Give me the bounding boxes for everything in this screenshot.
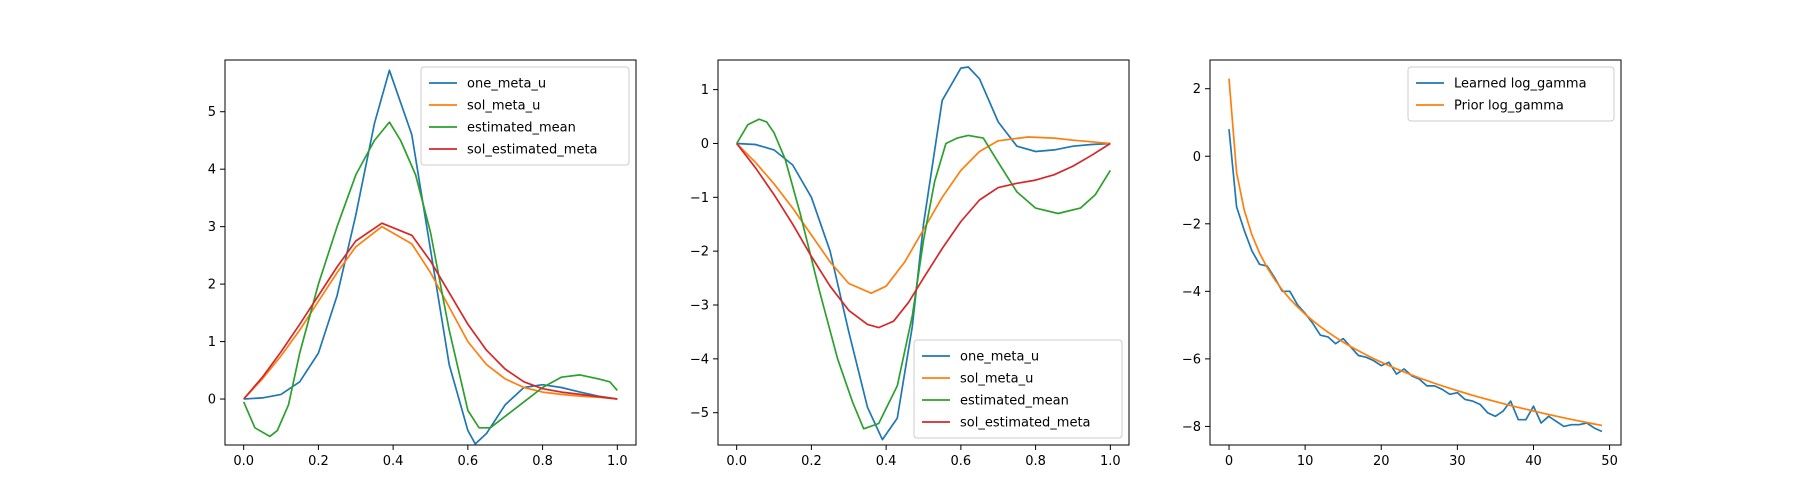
- legend-label: Prior log_gamma: [1454, 99, 1564, 114]
- x-tick-label: 0.8: [532, 454, 553, 469]
- legend-label: Learned log_gamma: [1454, 77, 1587, 92]
- x-tick-label: 30: [1449, 454, 1466, 469]
- series-line-sol-meta-u: [243, 225, 618, 400]
- series-line-prior-log-gamma: [1228, 78, 1603, 427]
- y-tick-label: −4: [690, 352, 709, 367]
- x-tick-label: 0.2: [801, 454, 822, 469]
- y-tick-label: −2: [690, 245, 709, 260]
- x-tick-label: 0.4: [383, 454, 404, 469]
- x-tick-label: 10: [1297, 454, 1314, 469]
- legend-label: sol_estimated_meta: [467, 143, 598, 158]
- series-line-learned-log-gamma: [1228, 129, 1603, 433]
- chart-3: 0 10 20 30 40 50 −8 −6 −4 −2 0 2 Learned log_gamma Pr…: [1182, 59, 1622, 469]
- series-line-sol-estimated-meta: [243, 222, 618, 400]
- y-tick-label: 0: [1193, 150, 1201, 165]
- series-line-estimated-mean: [242, 121, 618, 438]
- y-tick-label: 3: [208, 220, 216, 235]
- legend-label: one_meta_u: [960, 350, 1039, 365]
- y-tick-label: −6: [1182, 352, 1201, 367]
- axes-frame: [1209, 59, 1622, 446]
- legend: one_meta_u sol_meta_u estimated_mean sol_es…: [420, 66, 630, 166]
- legend-box: [1407, 66, 1615, 122]
- x-tick-label: 0.0: [233, 454, 254, 469]
- legend-box: [913, 339, 1123, 439]
- y-tick-label: 2: [208, 278, 216, 293]
- x-tick-label: 1.0: [1100, 454, 1121, 469]
- x-tick-label: 0: [1225, 454, 1233, 469]
- y-tick-label: −8: [1182, 420, 1201, 435]
- axes-frame: [717, 59, 1130, 446]
- y-tick-label: −5: [690, 406, 709, 421]
- x-tick-label: 1.0: [607, 454, 628, 469]
- y-tick-label: 1: [701, 83, 709, 98]
- y-tick-label: −3: [690, 299, 709, 314]
- series-line-one-meta-u: [243, 69, 618, 445]
- x-tick-label: 0.6: [951, 454, 972, 469]
- axes-frame: [224, 59, 637, 446]
- x-tick-label: 40: [1525, 454, 1542, 469]
- legend-label: sol_meta_u: [467, 99, 540, 114]
- x-tick-label: 0.0: [726, 454, 747, 469]
- x-tick-label: 50: [1601, 454, 1618, 469]
- y-tick-label: 0: [701, 137, 709, 152]
- series-line-one-meta-u: [736, 66, 1111, 441]
- y-tick-label: −1: [690, 191, 709, 206]
- chart-1: 0.0 0.2 0.4 0.6 0.8 1.0 0 1 2 3 4 5 one_meta_u sol_me…: [208, 59, 637, 469]
- series-line-sol-meta-u: [736, 136, 1111, 295]
- y-tick-label: −4: [1182, 285, 1201, 300]
- x-tick-label: 20: [1373, 454, 1390, 469]
- legend: Learned log_gamma Prior log_gamma: [1407, 66, 1615, 122]
- legend-label: estimated_mean: [960, 394, 1069, 409]
- x-tick-label: 0.6: [458, 454, 479, 469]
- legend-label: one_meta_u: [467, 77, 546, 92]
- series-line-estimated-mean: [735, 118, 1112, 430]
- legend-box: [420, 66, 630, 166]
- y-tick-label: 4: [208, 163, 216, 178]
- y-tick-label: −2: [1182, 217, 1201, 232]
- x-tick-label: 0.2: [308, 454, 329, 469]
- y-tick-label: 5: [208, 105, 216, 120]
- series-line-sol-estimated-meta: [736, 142, 1111, 329]
- legend: one_meta_u sol_meta_u estimated_mean sol_es…: [913, 339, 1123, 439]
- y-tick-label: 2: [1193, 82, 1201, 97]
- legend-label: estimated_mean: [467, 121, 576, 136]
- y-tick-label: 1: [208, 335, 216, 350]
- x-tick-label: 0.8: [1025, 454, 1046, 469]
- x-tick-label: 0.4: [876, 454, 897, 469]
- legend-label: sol_estimated_meta: [960, 416, 1091, 431]
- y-tick-label: 0: [208, 393, 216, 408]
- chart-2: 0.0 0.2 0.4 0.6 0.8 1.0 −5 −4 −3 −2 −1 0 1 one_meta_u…: [690, 59, 1130, 469]
- legend-label: sol_meta_u: [960, 372, 1033, 387]
